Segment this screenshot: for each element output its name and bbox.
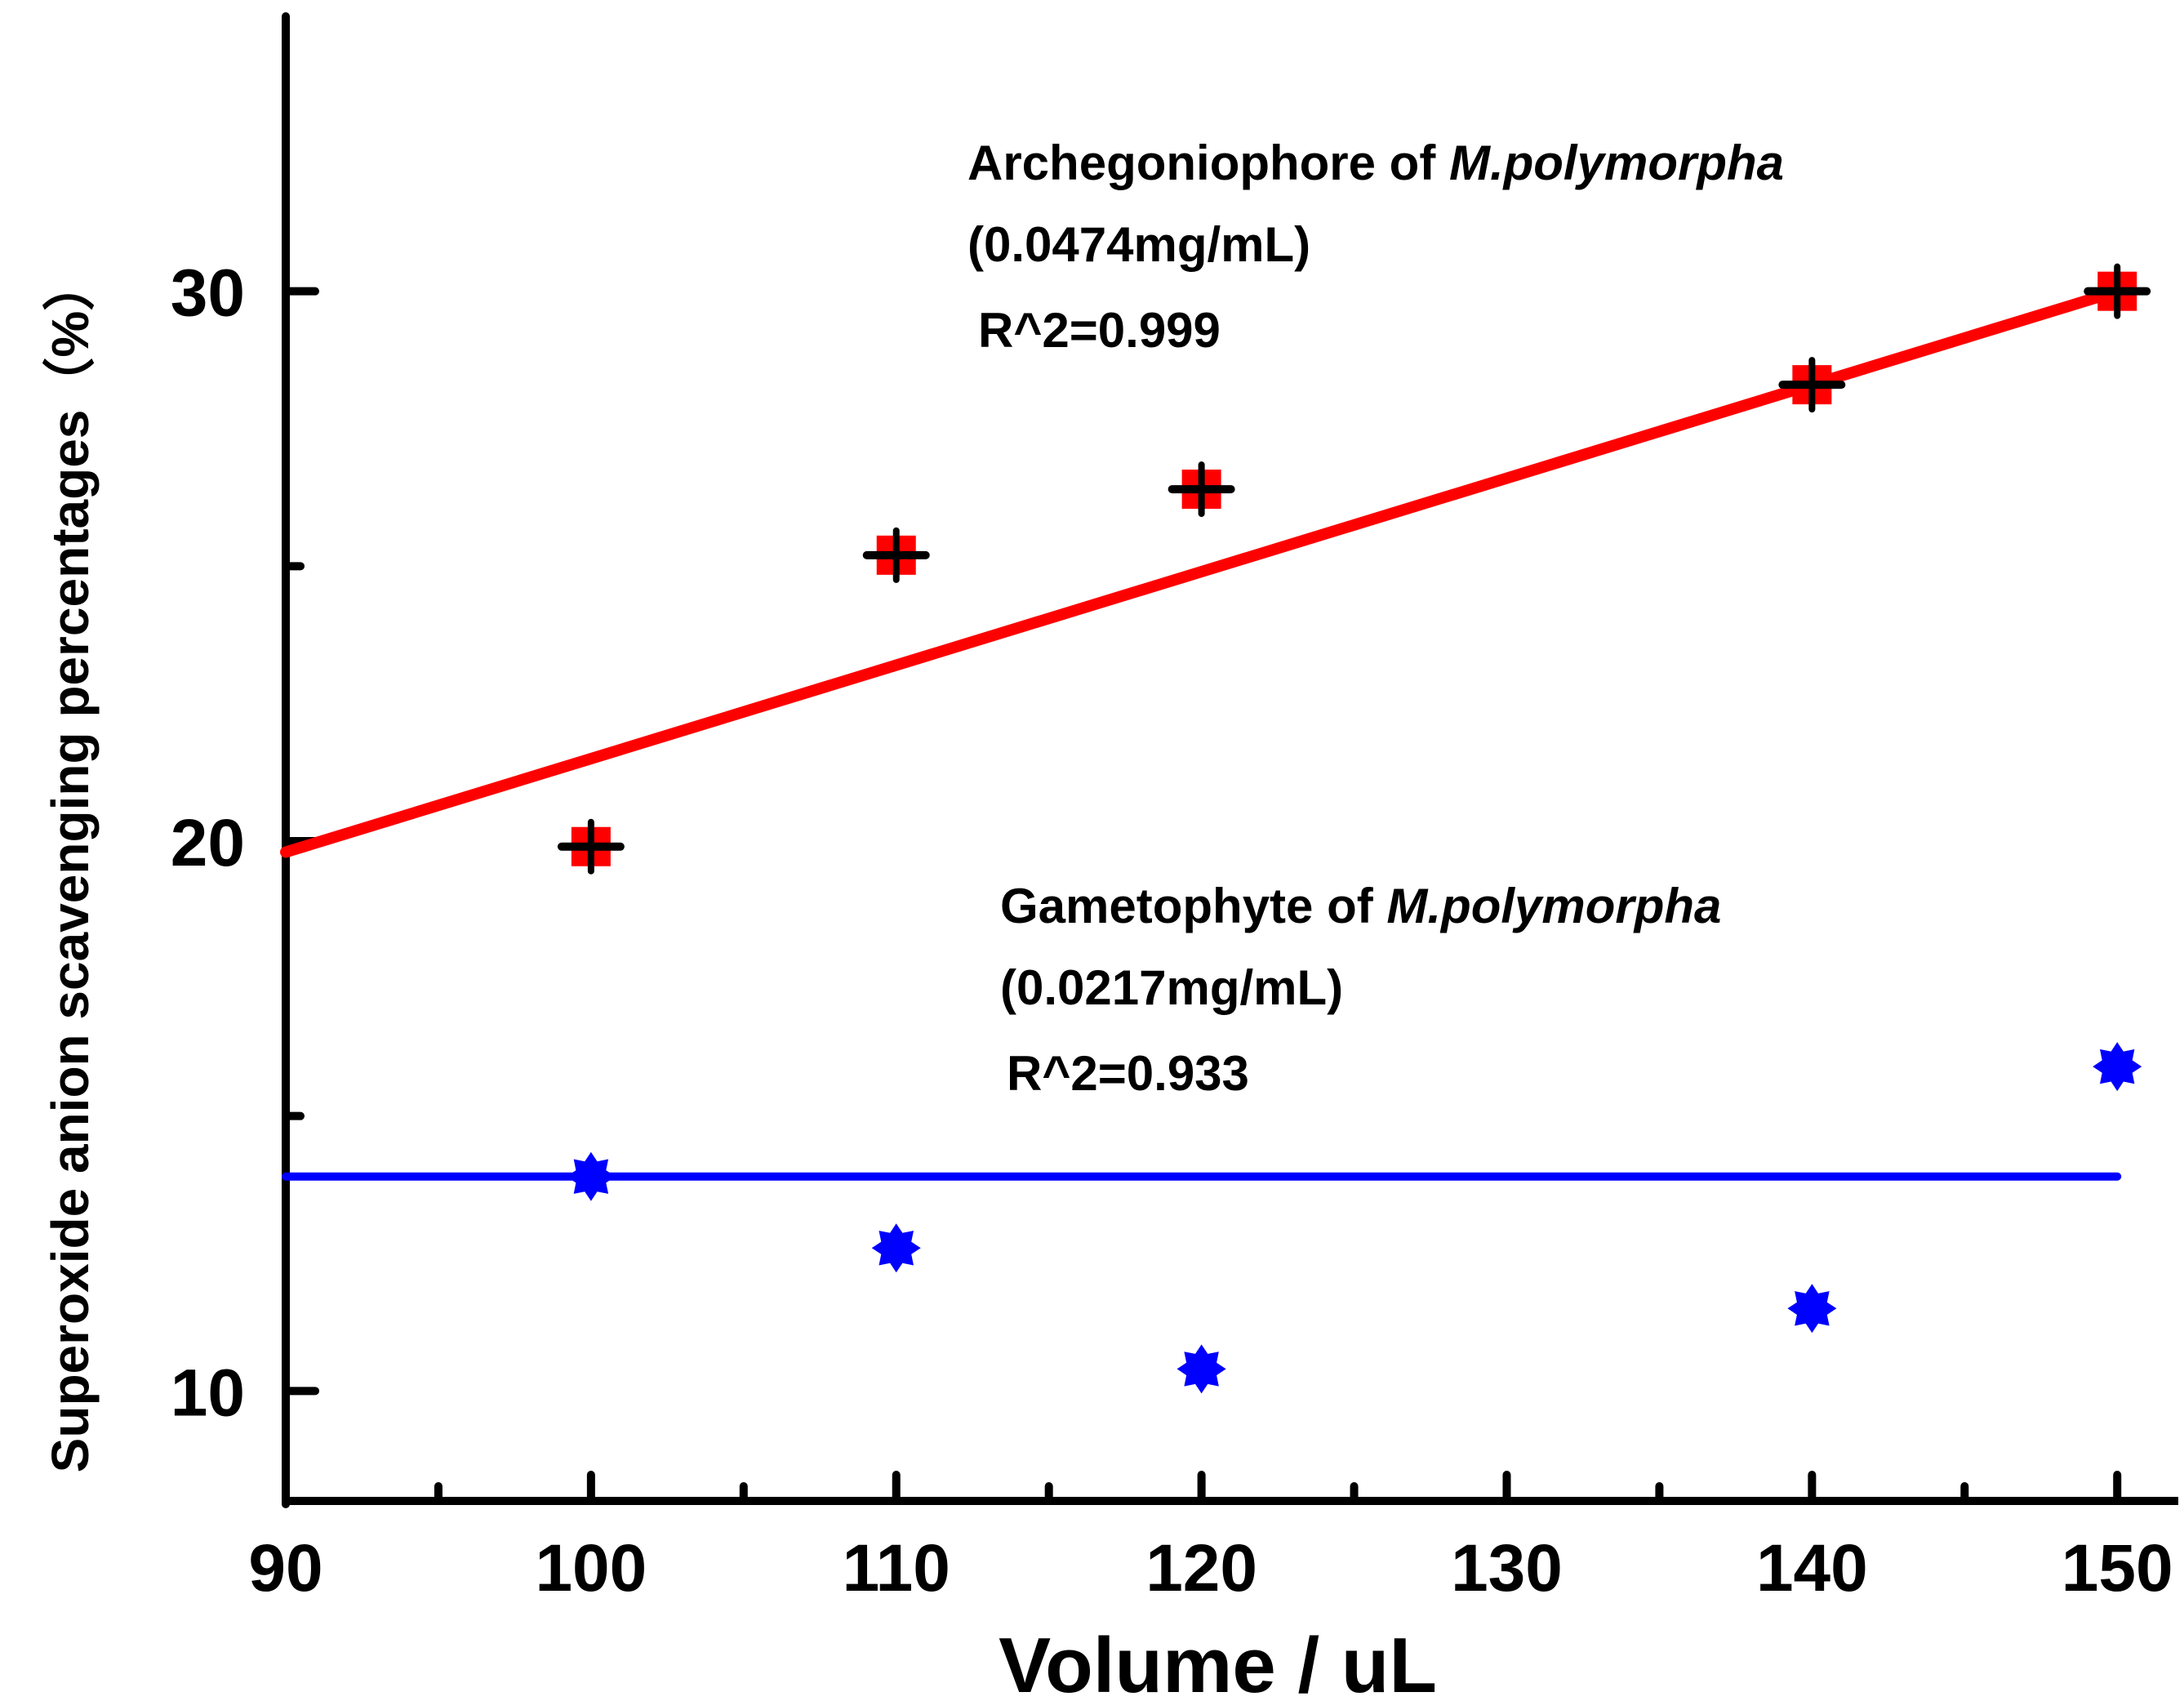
x-tick-label: 120 <box>1145 1531 1257 1605</box>
gametophyte-point <box>871 1223 921 1273</box>
point-star <box>566 1151 616 1201</box>
archegoniophore-point <box>862 527 930 583</box>
annotation-r2-1: R^2=0.999 <box>978 303 1221 358</box>
annotation-prefix: Gametophyte of <box>1000 879 1386 933</box>
gametophyte-point <box>1177 1344 1226 1394</box>
gametophyte-point <box>1787 1284 1837 1334</box>
y-axis-title: Superoxide anion scavenging percentages（… <box>41 259 100 1473</box>
x-tick-label: 110 <box>843 1531 950 1605</box>
annotation-prefix: Archegoniophore of <box>967 136 1449 190</box>
archegoniophore-point <box>557 818 625 875</box>
y-tick-label: 30 <box>171 256 245 331</box>
gametophyte-point <box>2093 1042 2142 1092</box>
y-tick-label: 20 <box>171 806 245 880</box>
annotation-title-1: Archegoniophore of M.polymorpha <box>967 136 1784 190</box>
archegoniophore-point <box>1168 461 1235 518</box>
archegoniophore-point <box>1778 357 1846 413</box>
annotation-concentration-1: (0.0474mg/mL) <box>967 217 1310 272</box>
x-axis-title: Volume / uL <box>999 1622 1437 1701</box>
x-tick-label: 100 <box>535 1531 647 1605</box>
archegoniophore-point <box>2084 263 2151 319</box>
data-points <box>557 263 2151 1394</box>
gametophyte-point <box>566 1151 616 1201</box>
annotation-title-2: Gametophyte of M.polymorpha <box>1000 879 1721 933</box>
annotation-concentration-2: (0.0217mg/mL) <box>1000 960 1343 1015</box>
annotation-species: M.polymorpha <box>1449 136 1784 190</box>
fit-line-1 <box>280 285 2124 858</box>
x-tick-label: 130 <box>1451 1531 1563 1605</box>
y-tick-label: 10 <box>171 1356 245 1430</box>
point-star <box>1787 1284 1837 1334</box>
point-star <box>2093 1042 2142 1092</box>
x-tick-label: 140 <box>1756 1531 1868 1605</box>
axes: 90 100 110 120 130 140 150 10 20 30 Volume / uL Sup… <box>41 12 2178 1701</box>
point-star <box>1177 1344 1226 1394</box>
annotation-r2-2: R^2=0.933 <box>1007 1046 1249 1101</box>
annotation-species: M.polymorpha <box>1386 879 1721 933</box>
x-tick-label: 90 <box>248 1531 322 1605</box>
fit-lines <box>280 285 2124 1181</box>
x-tick-label: 150 <box>2062 1531 2173 1605</box>
point-star <box>871 1223 921 1273</box>
annotations: Archegoniophore of M.polymorpha (0.0474mg… <box>967 136 1784 1101</box>
